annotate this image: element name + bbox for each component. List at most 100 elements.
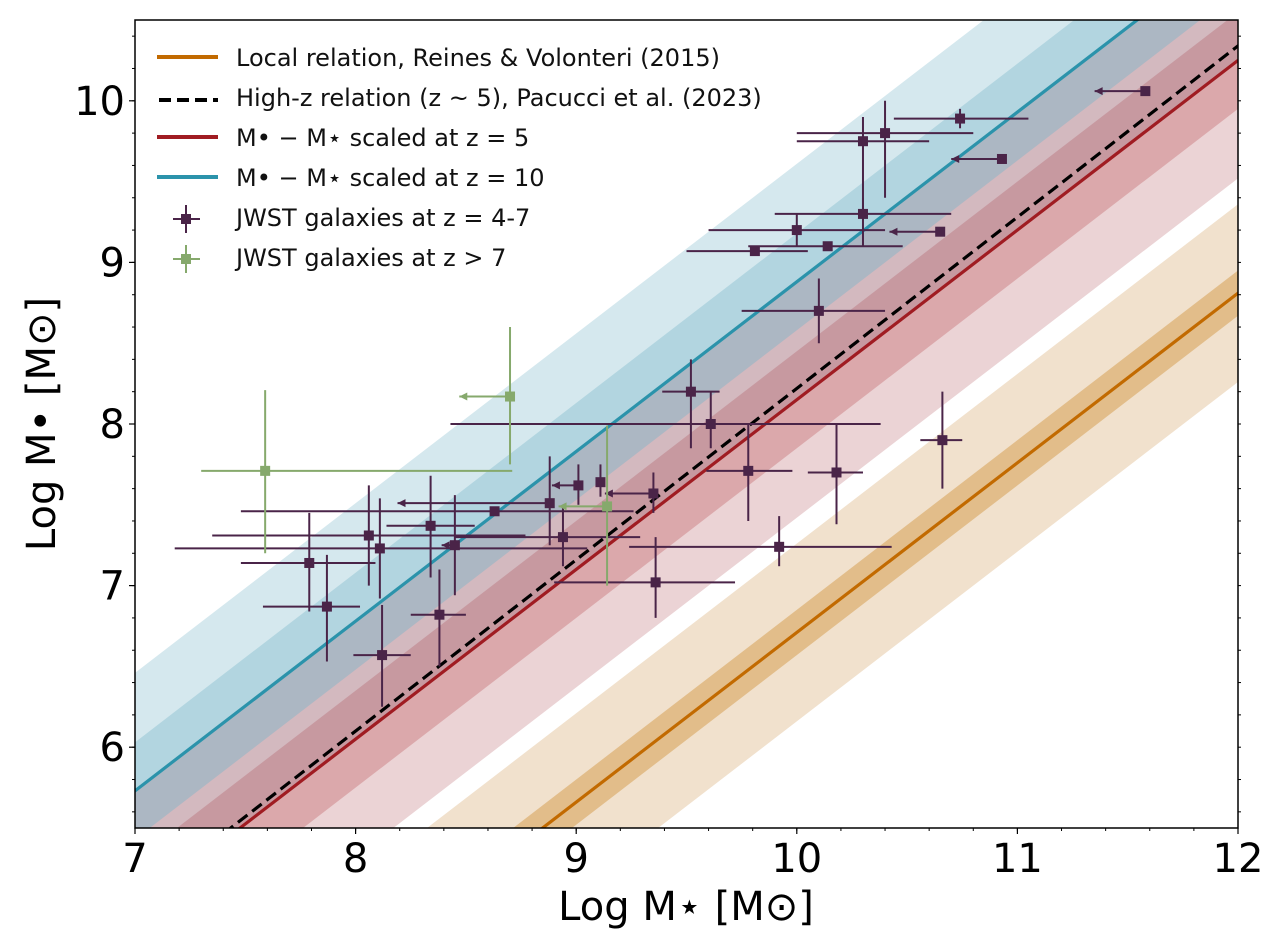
data-point (240, 506, 634, 517)
point-marker (705, 419, 716, 429)
data-point (741, 278, 886, 344)
point-marker (935, 226, 946, 237)
point-marker (749, 246, 760, 257)
point-marker (857, 136, 868, 147)
x-tick-label: 9 (563, 836, 588, 882)
axis-ticks: 7 8 9 10 11 12 6 7 8 9 10 (74, 35, 1264, 882)
relation-line-0 (539, 291, 1238, 828)
data-point (748, 241, 903, 252)
y-tick-label: 7 (100, 564, 125, 610)
data-point (629, 516, 892, 567)
upper-limit-arrow (951, 154, 960, 163)
point-marker (791, 225, 802, 236)
relation-line-1 (228, 43, 1238, 828)
x-tick-label: 7 (122, 836, 147, 882)
point-marker (489, 506, 500, 517)
point-marker (880, 128, 891, 139)
data-point (1094, 86, 1151, 97)
point-marker (544, 498, 555, 509)
y-tick-label: 6 (100, 725, 125, 771)
point-marker (505, 391, 516, 402)
point-marker (831, 467, 842, 478)
data-point (240, 512, 376, 612)
legend-label: M• − M⋆ scaled at z = 10 (236, 164, 545, 192)
point-marker (857, 208, 868, 219)
upper-limit-arrow (604, 489, 613, 498)
point-marker (434, 609, 445, 620)
data-points (174, 86, 1151, 707)
data-point (450, 391, 881, 449)
point-marker (743, 465, 754, 476)
data-point (774, 197, 952, 247)
point-marker (685, 386, 696, 397)
data-point (459, 327, 516, 465)
data-point (706, 424, 793, 521)
data-point (410, 569, 466, 667)
x-tick-label: 11 (992, 836, 1043, 882)
legend-swatch-marker (181, 254, 191, 264)
point-marker (822, 241, 833, 252)
point-marker (602, 501, 613, 512)
legend-item: JWST galaxies at z = 4-7 (173, 204, 530, 233)
data-point (201, 390, 513, 554)
data-point (893, 108, 1029, 129)
band-outer-0 (427, 204, 1238, 828)
point-marker (573, 480, 584, 491)
data-point (353, 604, 411, 707)
data-point (174, 498, 588, 599)
data-point (554, 537, 736, 618)
legend-item: Local relation, Reines & Volonteri (2015… (157, 44, 720, 72)
data-point (889, 226, 946, 237)
point-marker (321, 601, 332, 612)
data-point (686, 246, 808, 257)
point-marker (425, 520, 436, 531)
data-point (386, 475, 475, 578)
point-marker (557, 532, 568, 543)
upper-limit-arrow (558, 502, 567, 511)
point-marker (377, 650, 388, 661)
legend-item: M• − M⋆ scaled at z = 5 (157, 124, 529, 152)
upper-limit-arrow (551, 481, 560, 490)
legend-label: M• − M⋆ scaled at z = 5 (236, 124, 529, 152)
upper-limit-arrow (397, 499, 406, 508)
legend: Local relation, Reines & Volonteri (2015… (157, 44, 762, 273)
point-marker (595, 477, 606, 488)
upper-limit-arrow (889, 227, 898, 236)
legend-label: JWST galaxies at z > 7 (234, 244, 506, 272)
point-marker (1140, 86, 1151, 97)
data-point (454, 504, 641, 567)
data-point (604, 472, 659, 513)
point-marker (304, 557, 315, 568)
legend-item: High-z relation (z ~ 5), Pacucci et al. … (159, 84, 762, 112)
relation-line-2 (237, 58, 1238, 828)
upper-limit-arrow (441, 541, 450, 550)
x-tick-label: 10 (771, 836, 822, 882)
band-inner-0 (513, 270, 1238, 828)
relation-lines (135, 20, 1238, 828)
y-tick-label: 10 (74, 79, 125, 125)
data-point (807, 424, 863, 525)
legend-item: JWST galaxies at z > 7 (173, 244, 506, 273)
x-tick-label: 12 (1213, 836, 1264, 882)
point-marker (813, 305, 824, 316)
data-point (796, 100, 974, 198)
data-point (558, 425, 613, 586)
data-point (551, 464, 584, 505)
point-marker (955, 113, 966, 124)
data-point (708, 213, 886, 247)
data-point (441, 495, 460, 596)
data-point (595, 464, 606, 497)
point-marker (449, 540, 460, 551)
legend-swatch-marker (181, 214, 191, 224)
y-tick-label: 8 (100, 402, 125, 448)
relation-bands (135, 20, 1238, 828)
upper-limit-arrow (459, 392, 468, 401)
upper-limit-arrow (1094, 87, 1103, 96)
y-tick-label: 9 (100, 240, 125, 286)
point-marker (648, 488, 659, 499)
data-point (920, 391, 963, 489)
point-marker (363, 530, 374, 541)
x-tick-label: 8 (343, 836, 368, 882)
point-marker (260, 465, 271, 476)
